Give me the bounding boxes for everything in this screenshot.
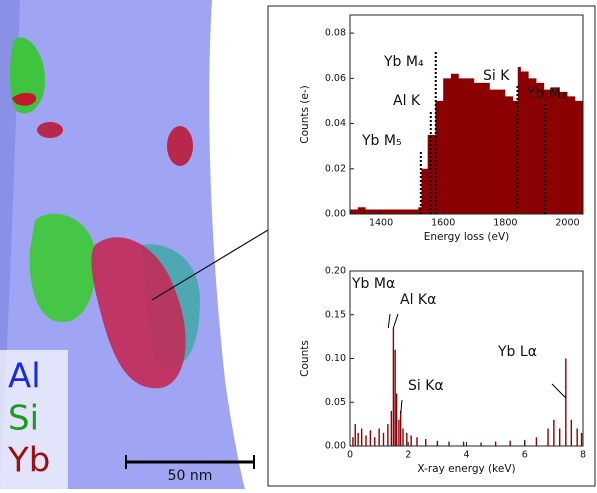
spectrum-peak: [462, 441, 465, 446]
y-tick-label: 0.05: [325, 397, 346, 408]
y-axis-label: Counts: [299, 340, 311, 377]
annotation-leader: [400, 399, 403, 415]
y-tick-label: 0.00: [325, 209, 346, 220]
x-axis-label: X-ray energy (keV): [417, 463, 515, 475]
spectrum-peak: [570, 419, 573, 446]
y-tick-label: 0.00: [325, 441, 346, 452]
spectrum-peak: [553, 419, 555, 446]
spectrum-area: [350, 67, 583, 215]
annotation: Al K: [393, 93, 421, 109]
y-tick-label: 0.15: [325, 309, 346, 320]
spectrum-peak: [352, 437, 354, 446]
spectrum-peak: [416, 437, 418, 446]
spectrum-peak: [402, 428, 404, 446]
annotation: Yb Mα: [351, 276, 395, 292]
spectrum-peak: [509, 440, 511, 446]
spectrum-peak: [365, 435, 367, 446]
spectrum-peak: [382, 432, 385, 446]
charts-panel: [267, 5, 596, 487]
annotation: Yb M₅: [361, 133, 402, 149]
spectrum-peak: [494, 441, 497, 446]
si-blob: [29, 213, 96, 323]
yb-blob: [91, 237, 186, 389]
y-tick-label: 0.10: [325, 353, 346, 364]
spectrum-peak: [436, 440, 439, 446]
annotation-leader: [551, 383, 567, 399]
annotation: Al Kα: [400, 292, 436, 308]
spectrum-peak: [392, 327, 395, 446]
spectrum-peak: [378, 428, 380, 446]
spectrum-peak: [399, 411, 402, 446]
y-tick-label: 0.08: [325, 28, 346, 39]
spectrum-peak: [390, 411, 393, 446]
spectrum-peak: [360, 428, 363, 446]
y-tick-label: 0.04: [325, 118, 346, 129]
spectrum-peak: [410, 435, 412, 446]
spectrum-peak: [369, 430, 372, 446]
spectrum-peak: [357, 432, 359, 446]
y-tick-label: 0.06: [325, 73, 346, 84]
x-tick-label: 2000: [555, 218, 579, 229]
annotation-leader: [387, 313, 391, 329]
spectrum-peak: [374, 437, 376, 446]
spectrum-peak: [406, 432, 408, 446]
x-tick-label: 2: [405, 450, 411, 461]
spectrum-peak: [535, 437, 538, 446]
legend-yb: Yb: [7, 441, 50, 481]
scale-label: 50 nm: [168, 468, 213, 484]
spectrum-peak: [448, 441, 450, 446]
spectrum-peak: [480, 442, 482, 446]
y-tick-label: 0.02: [325, 163, 346, 174]
spectrum-peak: [580, 432, 583, 446]
annotation: Si Kα: [408, 378, 444, 394]
spectrum-peak: [425, 439, 427, 446]
spectrum-peak: [398, 419, 400, 446]
y-tick-label: 0.20: [325, 266, 346, 277]
spectrum-peak: [576, 428, 578, 446]
yb-blob: [37, 122, 63, 138]
annotation: Yb M₄: [383, 54, 424, 70]
yb-blob: [167, 126, 193, 166]
spectrum-peak: [354, 424, 356, 446]
spectrum-peak: [387, 424, 389, 446]
x-axis-label: Energy loss (eV): [424, 231, 510, 243]
legend-al: Al: [8, 357, 41, 397]
x-tick-label: 0: [347, 450, 353, 461]
spectrum-peak: [565, 358, 567, 446]
annotation-leader: [392, 313, 399, 329]
yb-blob: [12, 92, 37, 106]
plot-frame: [349, 14, 584, 215]
spectrum-peak: [395, 393, 398, 446]
annotation: Yb Lα: [497, 344, 537, 360]
spectrum-peak: [394, 349, 396, 446]
legend-box: [0, 350, 68, 489]
pointer-line: [151, 229, 269, 301]
spectrum-peak: [559, 428, 561, 446]
x-tick-label: 1400: [369, 218, 393, 229]
x-tick-label: 6: [522, 450, 528, 461]
tomography-render: Al Si Yb 50 nm: [0, 0, 269, 489]
annotation: Yb M₃: [526, 86, 567, 102]
x-tick-label: 1800: [493, 218, 517, 229]
x-tick-label: 1600: [431, 218, 455, 229]
y-axis-label: Counts (e-): [299, 85, 311, 143]
annotation: Si K: [483, 68, 510, 84]
x-tick-label: 4: [463, 450, 469, 461]
spectrum-peak: [547, 428, 549, 446]
legend-si: Si: [8, 399, 39, 439]
x-tick-label: 8: [580, 450, 586, 461]
